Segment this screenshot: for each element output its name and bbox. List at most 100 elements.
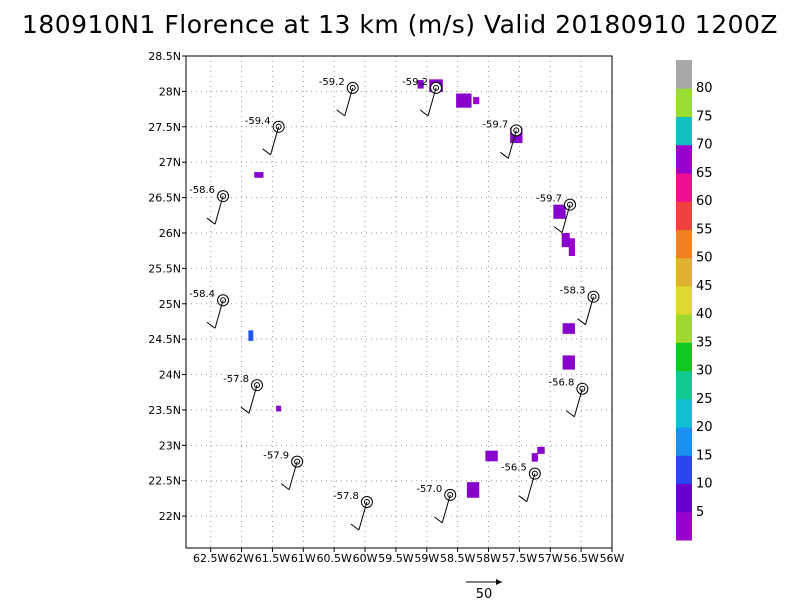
wind-barb (206, 217, 216, 225)
y-tick-label: 28N (159, 85, 181, 98)
wind-barb (433, 516, 443, 524)
colorbar-segment (676, 144, 692, 174)
colorbar-label: 50 (696, 251, 713, 266)
colorbar-segment (676, 229, 692, 259)
colorbar-segment (676, 257, 692, 287)
station-marker: -59.4 (245, 116, 285, 156)
wind-barb (344, 87, 354, 116)
colorbar-label: 20 (696, 420, 713, 435)
y-tick-label: 24N (159, 369, 181, 382)
y-tick-label: 28.5N (148, 50, 181, 63)
wind-barb (280, 483, 290, 491)
wind-barb (206, 321, 216, 329)
wind-barb (561, 204, 571, 233)
x-tick-label: 59W (414, 552, 439, 565)
wind-barb (358, 501, 368, 531)
x-tick-label: 57.5W (502, 552, 537, 565)
wind-barb (214, 300, 224, 329)
wind-cell (562, 323, 575, 334)
map-frame (185, 55, 613, 549)
station-label: -57.8 (223, 374, 249, 385)
wind-barb (573, 388, 583, 417)
wind-barb (419, 109, 429, 117)
y-tick-label: 27N (159, 156, 181, 169)
colorbar-label: 30 (696, 364, 713, 379)
colorbar-segment (676, 427, 692, 456)
wind-cell (473, 97, 480, 105)
y-tick-label: 22N (159, 510, 181, 523)
colorbar-segment (676, 116, 692, 146)
stations-layer: -59.2 -59.2 -59.4 -59.7 -58.6 -59.7 -58.4 -58.3… (189, 77, 600, 531)
wind-cell (562, 355, 575, 370)
colorbar-segment (676, 314, 692, 343)
colorbar-label: 55 (696, 222, 713, 237)
station-label: -59.4 (245, 116, 271, 127)
colorbar-label: 80 (696, 81, 713, 96)
station-label: -58.3 (560, 286, 586, 297)
station-marker: -59.2 (319, 77, 359, 117)
station-label: -57.0 (416, 484, 442, 495)
wind-barb (553, 226, 563, 234)
wind-cell (531, 453, 538, 462)
colorbar: 5 10 15 20 25 30 35 40 45 50 55 60 65 70 75 80 (676, 60, 713, 541)
wind-cell (537, 446, 545, 454)
y-tick-label: 27.5N (148, 121, 181, 134)
station-marker: -56.8 (548, 378, 589, 418)
y-tick-label: 22.5N (148, 475, 181, 488)
colorbar-label: 75 (696, 109, 713, 124)
wind-barb (427, 87, 437, 116)
y-tick-label: 26.5N (148, 192, 181, 205)
wind-cell (456, 93, 472, 108)
station-marker: -59.2 (402, 77, 443, 117)
colorbar-segment (676, 455, 692, 485)
colorbar-segment (676, 370, 692, 400)
x-tick-label: 60W (353, 552, 378, 565)
wind-cell (485, 450, 498, 462)
colorbar-label: 35 (696, 335, 713, 350)
wind-barb (441, 494, 451, 524)
wind-barb (500, 151, 509, 159)
colorbar-segment (676, 60, 692, 89)
x-tick-label: 62.5W (193, 552, 228, 565)
plot-title: 180910N1 Florence at 13 km (m/s) Valid 2… (21, 10, 779, 39)
wind-barb (270, 126, 280, 155)
colorbar-label: 45 (696, 279, 713, 294)
y-tick-label: 25N (159, 298, 181, 311)
wind-cell (276, 405, 282, 412)
colorbar-label: 40 (696, 307, 713, 322)
station-marker: -58.4 (189, 289, 230, 329)
colorbar-segment (676, 172, 692, 202)
wind-barb (240, 406, 250, 414)
wind-barb (262, 148, 271, 156)
y-tick-label: 25.5N (148, 262, 181, 275)
wind-barb (507, 130, 517, 159)
x-tick-label: 56.5W (563, 552, 598, 565)
wind-cell (561, 232, 570, 248)
wind-cell (466, 482, 480, 498)
x-tick-label: 56W (600, 552, 625, 565)
y-tick-label: 26N (159, 227, 181, 240)
wind-barb (584, 296, 594, 325)
colorbar-label: 25 (696, 392, 713, 407)
colorbar-segment (676, 483, 692, 513)
station-label: -59.2 (319, 77, 345, 88)
colorbar-label: 15 (696, 448, 713, 463)
colorbar-label: 60 (696, 194, 713, 209)
y-tick-label: 23N (159, 439, 181, 452)
colorbar-label: 10 (696, 477, 713, 492)
station-marker: -58.6 (189, 185, 230, 225)
colorbar-segment (676, 88, 692, 117)
station-marker: -57.8 (223, 374, 263, 414)
wind-barb (214, 196, 224, 225)
x-tick-label: 57W (538, 552, 563, 565)
station-label: -59.7 (536, 194, 562, 205)
colorbar-segment (676, 201, 692, 230)
station-marker: -56.5 (501, 463, 541, 503)
x-axis-ticks: 62.5W 62W 61.5W 61W 60.5W 60W 59.5W 59W 58.5W 58W… (193, 548, 625, 565)
y-tick-label: 24.5N (148, 333, 181, 346)
station-label: -56.5 (501, 463, 527, 474)
x-tick-label: 58.5W (440, 552, 475, 565)
scale-arrow: 50 (466, 579, 502, 600)
colorbar-label: 65 (696, 166, 713, 181)
